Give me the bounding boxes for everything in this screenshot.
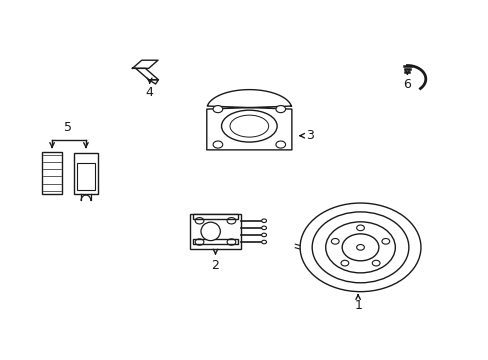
Ellipse shape — [221, 110, 277, 142]
Circle shape — [275, 105, 285, 113]
Text: 1: 1 — [353, 300, 361, 312]
Polygon shape — [136, 68, 158, 80]
Polygon shape — [132, 60, 158, 68]
Circle shape — [261, 219, 266, 222]
FancyBboxPatch shape — [42, 152, 62, 194]
Text: 3: 3 — [306, 129, 314, 142]
Circle shape — [261, 233, 266, 237]
Ellipse shape — [201, 222, 220, 240]
Circle shape — [261, 240, 266, 244]
Circle shape — [261, 226, 266, 230]
FancyBboxPatch shape — [77, 163, 95, 190]
Text: 2: 2 — [211, 259, 219, 272]
FancyBboxPatch shape — [192, 214, 238, 219]
FancyBboxPatch shape — [190, 214, 241, 249]
Polygon shape — [148, 80, 158, 84]
Circle shape — [213, 141, 223, 148]
Text: 4: 4 — [145, 86, 153, 99]
Text: 5: 5 — [64, 121, 72, 134]
Circle shape — [275, 141, 285, 148]
Text: 6: 6 — [403, 77, 410, 91]
Circle shape — [213, 105, 223, 113]
FancyBboxPatch shape — [74, 153, 97, 194]
FancyBboxPatch shape — [192, 239, 238, 244]
Polygon shape — [206, 90, 291, 150]
